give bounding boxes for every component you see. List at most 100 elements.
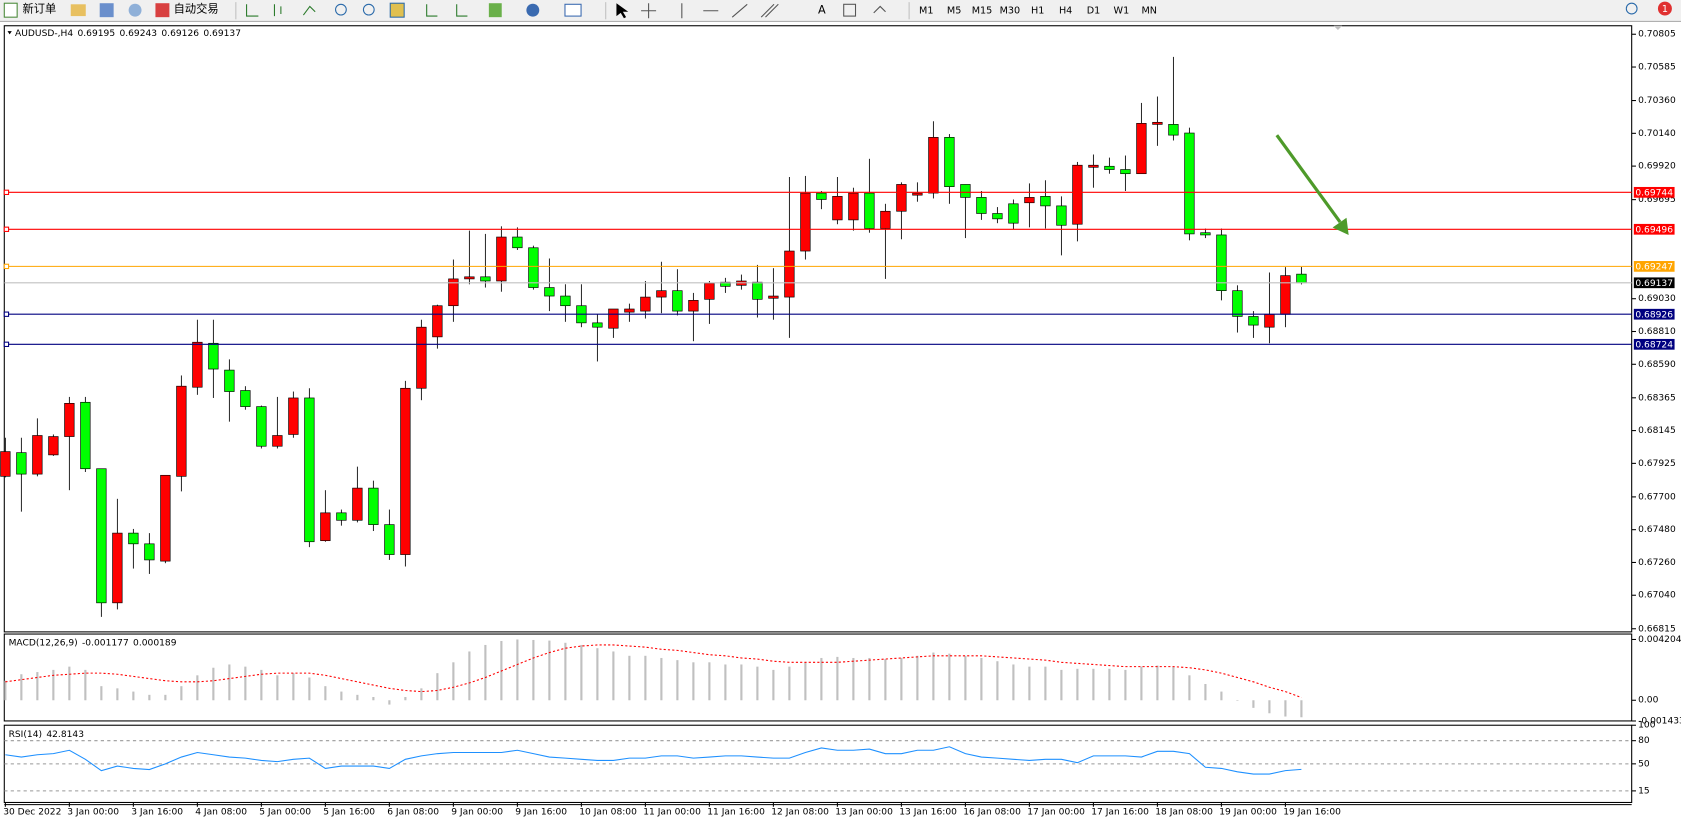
timeframe-button[interactable]: H1 [1031, 6, 1044, 17]
candle-body [1264, 314, 1275, 328]
shift-marker [1333, 25, 1343, 31]
macd-bar [420, 688, 423, 701]
level-label: 0.69247 [1635, 262, 1673, 272]
periods[interactable] [526, 3, 540, 17]
auto-trading-button[interactable]: 自动交易 [174, 2, 219, 16]
annotation-arrow [1275, 134, 1342, 224]
candle-body [192, 341, 203, 388]
y-tick-label: 0.004204 [1638, 635, 1681, 645]
y-tick-label: 0.69920 [1638, 162, 1676, 172]
candle-body [128, 532, 139, 545]
macd-bar [1156, 665, 1159, 701]
macd-bar [1140, 666, 1143, 701]
candle-body [720, 281, 731, 287]
notification-count: 1 [1662, 4, 1668, 15]
timeframe-button[interactable]: M1 [919, 6, 933, 17]
zoom-in[interactable] [335, 3, 347, 16]
candle-body [944, 137, 955, 187]
x-tick-label: 9 Jan 16:00 [515, 808, 567, 818]
timeframe-button[interactable]: H4 [1059, 6, 1072, 17]
macd-bar [164, 694, 167, 701]
y-tick-label: 0.69030 [1638, 294, 1676, 304]
macd-bar [820, 657, 823, 701]
macd-bar [884, 659, 887, 701]
macd-bar [516, 639, 519, 701]
candle-body [560, 295, 571, 307]
macd-bar [628, 655, 631, 701]
tile[interactable] [389, 2, 405, 18]
x-tick-label: 19 Jan 16:00 [1283, 808, 1341, 818]
annotation-arrowhead [1332, 217, 1349, 235]
zoom-out[interactable] [362, 3, 375, 16]
candle-body [608, 308, 619, 329]
timeframe-button[interactable]: D1 [1087, 6, 1101, 17]
candle-body [592, 322, 603, 328]
main-panel [3, 25, 1633, 633]
header-title: MACD(12,26,9) [9, 638, 78, 648]
macd-bar [196, 675, 199, 701]
macd-bar [708, 662, 711, 701]
timeframe-button[interactable]: W1 [1114, 6, 1130, 17]
candle-body [704, 282, 715, 300]
macd-bar [980, 657, 983, 701]
macd-bar [260, 669, 263, 701]
level-handle [3, 226, 10, 232]
level-label-bg [1633, 338, 1675, 350]
text-tool[interactable]: A [818, 4, 826, 17]
x-tick-label: 10 Jan 08:00 [579, 808, 637, 818]
timeframe-button[interactable]: M30 [1000, 6, 1021, 17]
candle-body [336, 512, 347, 521]
candle-body [272, 435, 283, 447]
macd-bar [900, 657, 903, 701]
indicators[interactable] [488, 3, 502, 18]
x-tick-label: 12 Jan 08:00 [771, 808, 829, 818]
search[interactable] [1625, 2, 1638, 15]
candle-body [1136, 123, 1147, 175]
macd-bar [484, 644, 487, 701]
candle-body [208, 342, 219, 370]
y-tick-label: 0.00 [1638, 696, 1658, 706]
candle-body [1024, 197, 1035, 204]
candle-body [288, 397, 299, 435]
level-label-bg [1633, 223, 1675, 235]
x-tick-label: 19 Jan 00:00 [1219, 808, 1277, 818]
y-tick-label: 0.67040 [1638, 591, 1676, 601]
candle-body [656, 290, 667, 298]
templates[interactable] [564, 3, 582, 17]
macd-bar [468, 651, 471, 701]
notification-badge[interactable] [1657, 1, 1672, 16]
level-label-bg [1633, 186, 1675, 198]
candle-body [256, 406, 267, 447]
macd-bar [132, 691, 135, 701]
candle-body [816, 192, 827, 200]
x-tick-label: 11 Jan 16:00 [707, 808, 765, 818]
candle-body [224, 369, 235, 392]
candle-body [912, 192, 923, 196]
header-value: 0.000189 [133, 638, 177, 648]
macd-bar [804, 662, 807, 701]
x-tick-label: 13 Jan 00:00 [835, 808, 893, 818]
indicator-header: RSI(14) 42.8143 [9, 729, 85, 739]
x-tick-label: 18 Jan 08:00 [1155, 808, 1213, 818]
new-order-button[interactable]: 新订单 [23, 2, 57, 16]
timeframe-button[interactable]: M5 [947, 6, 961, 17]
level-label-bg [1633, 261, 1675, 272]
cursor-tool[interactable] [616, 3, 629, 19]
macd-bar [20, 674, 23, 701]
arrows-tool[interactable] [873, 5, 886, 14]
timeframe-button[interactable]: M15 [972, 6, 993, 17]
candle-body [1040, 196, 1051, 207]
timeframe-button[interactable]: MN [1141, 6, 1157, 17]
level-handle [3, 263, 10, 270]
macd-bar [996, 661, 999, 701]
macd-bar [452, 662, 455, 701]
macd-bar [852, 657, 855, 701]
toolbar-icon [99, 3, 114, 18]
candle-body [1120, 169, 1131, 175]
macd-panel [3, 633, 1633, 722]
label-tool[interactable] [843, 3, 857, 17]
candle-body [688, 300, 699, 312]
draw-tools[interactable] [641, 3, 779, 19]
